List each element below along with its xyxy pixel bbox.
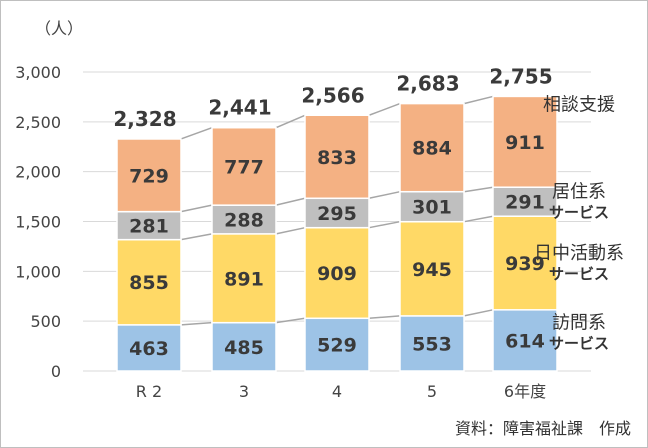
series-label: サービス: [549, 334, 609, 352]
x-tick-label: 3: [239, 382, 249, 401]
bar-total-label: 2,683: [396, 72, 459, 96]
y-tick-label: 3,000: [15, 63, 61, 82]
series-connector-line: [275, 114, 306, 129]
series-connector-line: [180, 127, 213, 140]
y-tick-label: 0: [51, 362, 61, 381]
bar-value-label: 485: [224, 337, 264, 359]
bar-segment: [492, 186, 558, 217]
source-note: 資料：障害福祉課 作成: [454, 419, 631, 438]
bar-value-label: 288: [224, 210, 264, 232]
bar-value-label: 833: [317, 147, 357, 169]
bar-total-label: 2,566: [301, 83, 364, 107]
bar-segment: [116, 210, 182, 241]
x-tick-label: 5: [427, 382, 437, 401]
y-axis-unit-label: （人）: [35, 19, 84, 38]
y-tick-label: 2,500: [15, 113, 61, 132]
bar-segment: [492, 215, 558, 311]
series-connector-line: [275, 226, 306, 235]
series-connector-line: [463, 186, 494, 193]
bar-segment: [304, 114, 370, 200]
bar-value-label: 301: [412, 197, 452, 219]
bar-segment: [211, 321, 277, 372]
x-tick-label: 4: [332, 382, 342, 401]
bar-segment: [116, 238, 182, 326]
bar-segment: [399, 220, 465, 317]
bar-segment: [399, 190, 465, 223]
bar-value-label: 291: [505, 192, 545, 214]
series-connector-line: [368, 190, 401, 200]
series-connector-line: [180, 204, 213, 213]
bar-value-label: 891: [224, 268, 264, 290]
bar-value-label: 553: [412, 333, 452, 355]
bar-segment: [492, 309, 558, 372]
series-label: 相談支援: [543, 94, 615, 115]
series-connector-line: [180, 321, 213, 326]
series-connector-line: [463, 95, 494, 105]
x-tick-label: R 2: [136, 382, 162, 401]
bar-segment: [399, 315, 465, 372]
bar-segment: [492, 95, 558, 188]
bar-segment: [211, 233, 277, 324]
series-label: サービス: [549, 265, 609, 283]
series-connector-line: [368, 102, 401, 116]
bar-total-label: 2,755: [489, 64, 552, 88]
bar-total-label: 2,441: [208, 96, 271, 120]
bar-value-label: 463: [129, 338, 169, 360]
bar-value-label: 939: [505, 253, 545, 275]
series-connector-line: [463, 309, 494, 317]
y-tick-label: 1,500: [15, 213, 61, 232]
bar-value-label: 855: [129, 272, 169, 294]
series-connector-line: [368, 220, 401, 229]
x-tick-label: 6年度: [504, 382, 546, 401]
bar-segment: [304, 226, 370, 320]
series-label: サービス: [549, 204, 609, 222]
bar-segment: [211, 204, 277, 235]
bar-value-label: 295: [317, 203, 357, 225]
bar-value-label: 777: [224, 156, 264, 178]
bar-segment: [304, 317, 370, 372]
bar-segment: [116, 138, 182, 213]
series-connector-line: [275, 197, 306, 206]
series-connector-line: [368, 315, 401, 320]
bar-value-label: 945: [412, 259, 452, 281]
bar-value-label: 614: [505, 330, 545, 352]
y-tick-label: 1,000: [15, 262, 61, 281]
bar-value-label: 911: [505, 132, 545, 154]
y-tick-label: 2,000: [15, 163, 61, 182]
series-label: 日中活動系: [534, 243, 624, 264]
series-label: 訪問系: [552, 312, 606, 333]
series-connector-line: [275, 317, 306, 324]
y-tick-label: 500: [30, 312, 61, 331]
bar-segment: [399, 102, 465, 193]
bar-segment: [211, 126, 277, 206]
bar-segment: [304, 197, 370, 229]
bar-value-label: 281: [129, 216, 169, 238]
series-connector-line: [463, 215, 494, 223]
series-connector-line: [180, 233, 213, 241]
bar-value-label: 884: [412, 138, 452, 160]
bar-total-label: 2,328: [113, 107, 176, 131]
bar-value-label: 729: [129, 165, 169, 187]
bar-value-label: 909: [317, 263, 357, 285]
series-label: 居住系: [552, 182, 606, 203]
bar-value-label: 529: [317, 335, 357, 357]
